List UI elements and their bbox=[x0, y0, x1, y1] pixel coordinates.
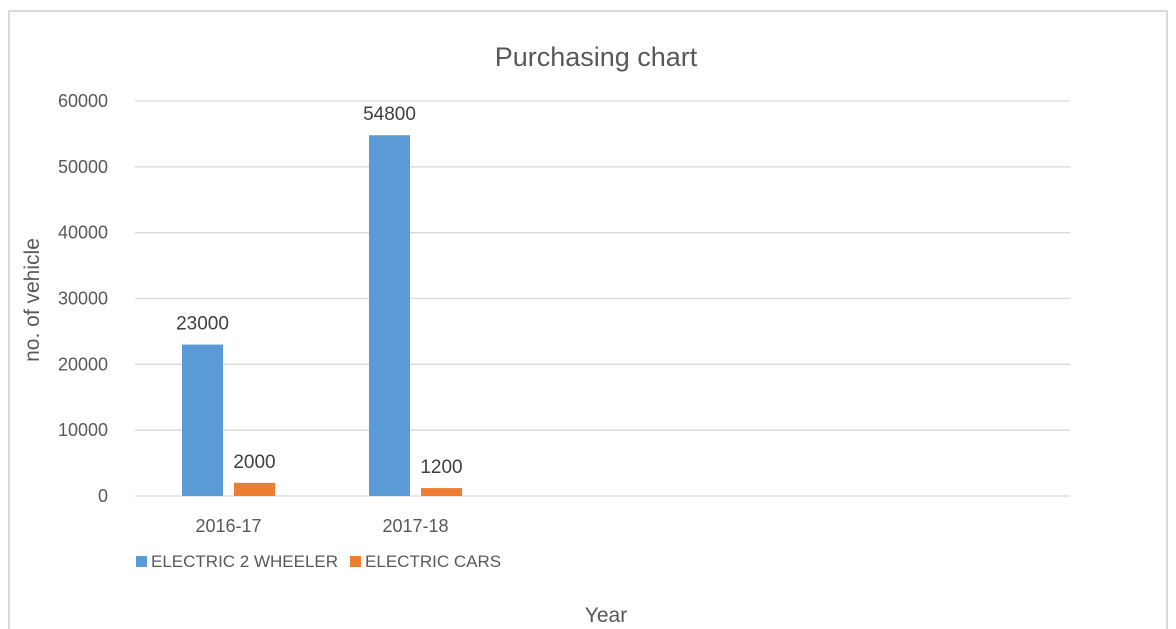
data-label: 1200 bbox=[420, 457, 462, 478]
y-tick-label: 40000 bbox=[58, 223, 108, 243]
data-labels: 23000 2000 54800 1200 bbox=[176, 104, 463, 478]
data-label: 54800 bbox=[363, 104, 416, 125]
bars bbox=[182, 135, 462, 496]
x-axis-ticks: 2016-17 2017-18 bbox=[195, 516, 448, 536]
y-tick-label: 0 bbox=[98, 486, 108, 506]
chart-frame bbox=[8, 10, 1168, 629]
bar bbox=[421, 488, 462, 496]
gridlines bbox=[135, 100, 1070, 497]
y-tick-label: 30000 bbox=[58, 289, 108, 309]
y-tick-label: 10000 bbox=[58, 420, 108, 440]
data-label: 2000 bbox=[233, 452, 275, 473]
legend-swatch bbox=[350, 556, 362, 567]
x-tick-label: 2016-17 bbox=[195, 516, 261, 536]
chart-title: Purchasing chart bbox=[495, 42, 698, 72]
x-axis-title: Year bbox=[585, 604, 627, 627]
bar bbox=[234, 482, 275, 496]
legend: ELECTRIC 2 WHEELER ELECTRIC CARS bbox=[136, 552, 501, 571]
y-axis-title: no. of vehicle bbox=[21, 238, 44, 362]
y-tick-label: 50000 bbox=[58, 157, 108, 177]
y-axis-ticks: 0 10000 20000 30000 40000 50000 60000 bbox=[58, 91, 108, 506]
y-tick-label: 20000 bbox=[58, 354, 108, 374]
legend-swatch bbox=[136, 556, 147, 567]
bar bbox=[182, 344, 223, 496]
bar bbox=[369, 135, 410, 496]
x-tick-label: 2017-18 bbox=[382, 516, 448, 536]
data-label: 23000 bbox=[176, 314, 229, 335]
legend-label: ELECTRIC 2 WHEELER bbox=[151, 552, 338, 571]
y-tick-label: 60000 bbox=[58, 91, 108, 111]
legend-label: ELECTRIC CARS bbox=[365, 552, 501, 571]
